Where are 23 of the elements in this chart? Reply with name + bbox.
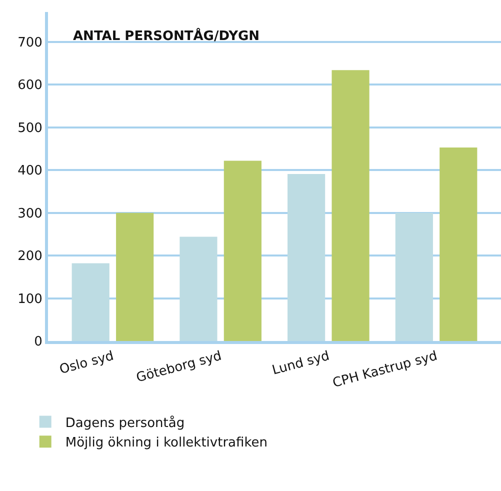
bar bbox=[440, 147, 478, 341]
y-tick-label: 0 bbox=[34, 334, 42, 350]
x-tick-label: Göteborg syd bbox=[134, 348, 224, 386]
x-tick-label: CPH Kastrup syd bbox=[331, 348, 440, 392]
bar bbox=[180, 236, 218, 341]
y-tick-label: 100 bbox=[18, 292, 42, 307]
y-tick-label: 400 bbox=[18, 164, 42, 179]
y-tick-label: 500 bbox=[18, 120, 42, 136]
bar bbox=[288, 174, 326, 341]
y-tick-label: 600 bbox=[18, 78, 42, 94]
bar bbox=[395, 212, 433, 341]
bar bbox=[224, 160, 262, 341]
x-tick-label: Lund syd bbox=[270, 348, 332, 378]
bar bbox=[332, 70, 370, 341]
y-tick-label: 300 bbox=[18, 206, 42, 222]
text: ANTAL PERSONTÅG/DYGN bbox=[73, 27, 260, 44]
x-tick-label: Oslo syd bbox=[58, 348, 116, 378]
y-tick-label: 200 bbox=[18, 249, 42, 264]
y-tick-label: 700 bbox=[18, 35, 42, 50]
legend-label: Möjlig ökning i kollektivtrafiken bbox=[65, 436, 268, 451]
bar bbox=[72, 263, 110, 341]
bar bbox=[116, 212, 154, 341]
legend-label: Dagens persontåg bbox=[65, 414, 185, 431]
